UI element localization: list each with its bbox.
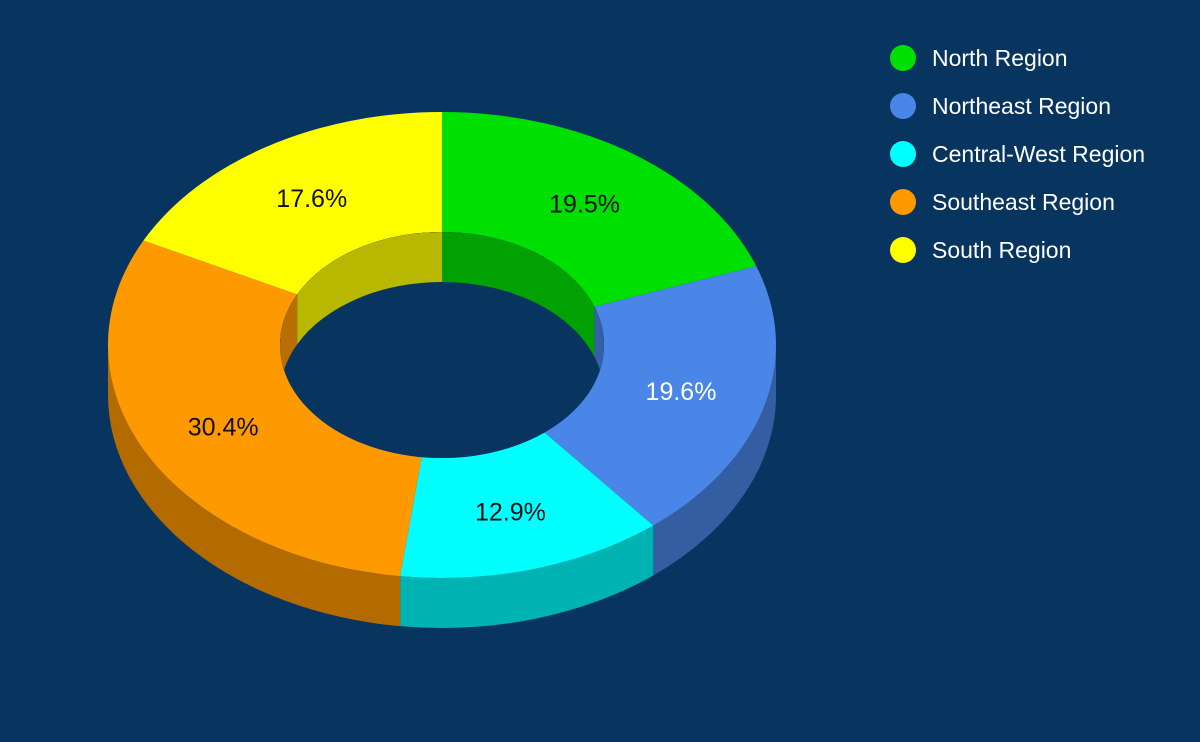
slice-north-region bbox=[442, 112, 757, 307]
side-wall-southeast-region bbox=[108, 345, 401, 627]
donut-hole bbox=[280, 232, 604, 458]
legend-swatch-icon bbox=[890, 237, 916, 263]
slice-central-west-region bbox=[400, 432, 654, 578]
legend-swatch-icon bbox=[890, 45, 916, 71]
legend-swatch-icon bbox=[890, 189, 916, 215]
side-wall-central-west-region bbox=[400, 525, 654, 628]
legend-label: Northeast Region bbox=[932, 92, 1111, 119]
legend-label: Central-West Region bbox=[932, 140, 1146, 167]
legend-item: Northeast Region bbox=[890, 82, 1145, 130]
slice-northeast-region bbox=[544, 266, 776, 526]
slice-southeast-region bbox=[107, 240, 422, 577]
chart-legend: North Region Northeast Region Central-West… bbox=[890, 34, 1145, 274]
slice-south-region bbox=[143, 112, 442, 295]
slice-tops bbox=[107, 112, 776, 578]
inner-wall-north-region bbox=[442, 232, 595, 357]
value-label-northeast-region: 19.6% bbox=[646, 378, 717, 406]
inner-wall-southeast-region bbox=[280, 294, 298, 395]
legend-label: North Region bbox=[932, 44, 1068, 71]
value-label-south-region: 17.6% bbox=[276, 185, 347, 213]
legend-item: Southeast Region bbox=[890, 178, 1145, 226]
slice-labels: 19.5% 19.6% 12.9% 30.4% 17.6% bbox=[188, 185, 717, 527]
value-label-central-west-region: 12.9% bbox=[475, 498, 546, 526]
legend-label: Southeast Region bbox=[932, 188, 1115, 215]
outer-side-walls bbox=[108, 345, 776, 628]
inner-wall-south-region bbox=[297, 232, 442, 345]
legend-swatch-icon bbox=[890, 141, 916, 167]
legend-label: South Region bbox=[932, 236, 1072, 263]
legend-item: South Region bbox=[890, 226, 1145, 274]
side-wall-northeast-region bbox=[653, 345, 776, 576]
legend-item: Central-West Region bbox=[890, 130, 1145, 178]
legend-swatch-icon bbox=[890, 93, 916, 119]
value-label-southeast-region: 30.4% bbox=[188, 413, 259, 441]
value-label-north-region: 19.5% bbox=[549, 190, 620, 218]
legend-item: North Region bbox=[890, 34, 1145, 82]
